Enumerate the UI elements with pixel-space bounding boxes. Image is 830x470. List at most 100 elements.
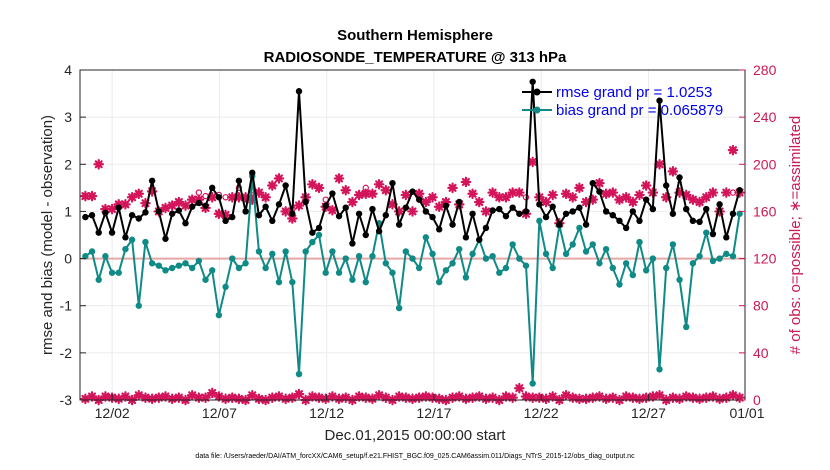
obs-assimilated-point — [640, 180, 652, 191]
bias-point — [436, 278, 443, 286]
obs-assimilated-point — [407, 206, 418, 217]
obs-assimilated-point — [707, 187, 719, 198]
rmse-point — [569, 208, 576, 215]
rmse-point — [509, 204, 516, 211]
obs-assimilated-point — [166, 393, 178, 405]
obs-assimilated-point — [674, 393, 685, 405]
obs-assimilated-point — [380, 184, 392, 196]
plot-area — [80, 70, 745, 400]
obs-assimilated-point — [293, 200, 305, 211]
obs-assimilated-point — [360, 188, 372, 200]
obs-assimilated-point — [393, 206, 405, 217]
rmse-point — [309, 229, 316, 236]
obs-assimilated-point — [540, 393, 552, 405]
bias-point — [88, 248, 96, 255]
rmse-point — [188, 203, 196, 210]
bias-point — [502, 264, 510, 272]
bias-point — [95, 276, 102, 283]
bias-point — [629, 271, 637, 279]
rmse-point — [322, 202, 329, 209]
rmse-point — [182, 220, 189, 227]
y-axis-left: -3 -2 -1 0 1 2 3 4 — [60, 62, 86, 408]
obs-assimilated-point — [620, 191, 632, 203]
obs-assimilated-point — [640, 392, 652, 403]
obs-assimilated-point — [540, 196, 552, 208]
obs-assimilated-point — [527, 156, 538, 168]
bias-point — [462, 274, 470, 281]
rmse-point — [436, 226, 443, 233]
obs-assimilated-point — [387, 199, 398, 210]
obs-assimilated-point — [534, 392, 545, 403]
bias-point — [649, 255, 657, 262]
rmse-point — [522, 208, 530, 215]
obs-assimilated-point — [180, 200, 191, 211]
obs-assimilated-point — [226, 392, 238, 403]
rmse-point — [716, 201, 723, 208]
rmse-point — [282, 182, 289, 189]
obs-assimilated-point — [694, 196, 705, 208]
rmse-point — [642, 196, 650, 203]
rmse-point — [442, 202, 450, 209]
bias-point — [282, 248, 289, 255]
obs-assimilated-point — [380, 392, 392, 403]
obs-assimilated-point — [714, 393, 725, 405]
y-tick-label-left: 3 — [64, 109, 72, 125]
rmse-point — [582, 221, 590, 228]
rmse-point — [636, 217, 643, 225]
rmse-point — [662, 182, 670, 189]
rmse-point — [402, 204, 410, 211]
obs-assimilated-point — [500, 391, 512, 402]
bias-point — [202, 276, 209, 283]
rmse-point — [723, 234, 730, 241]
obs-assimilated-point — [213, 391, 225, 402]
bias-point — [155, 262, 163, 269]
rmse-point — [95, 229, 102, 236]
obs-assimilated-point — [720, 187, 732, 198]
plot-frame — [79, 69, 746, 401]
obs-assimilated-point — [480, 206, 492, 217]
bias-point — [115, 269, 122, 276]
chart-title: Southern Hemisphere — [337, 27, 493, 44]
rmse-point — [229, 213, 236, 221]
legend-rmse-label: rmse grand pr = 1.0253 — [556, 84, 712, 101]
obs-assimilated-point — [547, 391, 559, 402]
bias-point — [736, 210, 743, 217]
bias-point — [195, 257, 203, 265]
obs-assimilated-point — [567, 191, 579, 203]
obs-assimilated-point — [313, 392, 325, 403]
rmse-point — [122, 234, 129, 241]
obs-possible-point — [195, 189, 203, 196]
bias-point — [449, 260, 456, 267]
bias-point — [168, 264, 176, 272]
obs-assimilated-point — [447, 182, 458, 194]
rmse-point — [683, 205, 690, 213]
obs-assimilated-point — [420, 391, 432, 402]
rmse-point — [209, 184, 216, 192]
obs-assimilated-point — [440, 196, 452, 208]
bias-point — [175, 262, 183, 269]
y-axis-right: 0 40 80 120 160 200 240 280 — [739, 62, 777, 408]
obs-assimilated-point — [246, 389, 258, 401]
obs-assimilated-point — [113, 393, 125, 405]
obs-assimilated-point — [220, 209, 231, 221]
rmse-point — [255, 212, 263, 219]
rmse-point — [269, 217, 276, 225]
obs-assimilated-point — [413, 188, 425, 200]
obs-assimilated-point — [667, 392, 679, 403]
obs-assimilated-point — [587, 194, 599, 205]
obs-assimilated-point — [140, 392, 151, 403]
y-tick-label-right: 160 — [753, 203, 777, 219]
obs-assimilated-point — [193, 194, 205, 205]
bias-point — [262, 264, 269, 272]
obs-assimilated-point — [694, 393, 705, 405]
bias-point — [162, 267, 169, 274]
obs-assimilated-point — [293, 388, 305, 400]
rmse-point — [729, 210, 737, 217]
obs-assimilated-point — [707, 391, 719, 402]
obs-assimilated-point — [460, 176, 472, 188]
rmse-point — [175, 207, 183, 214]
obs-assimilated-point — [433, 201, 445, 213]
obs-assimilated-point — [320, 393, 332, 405]
bias-point — [269, 250, 276, 258]
